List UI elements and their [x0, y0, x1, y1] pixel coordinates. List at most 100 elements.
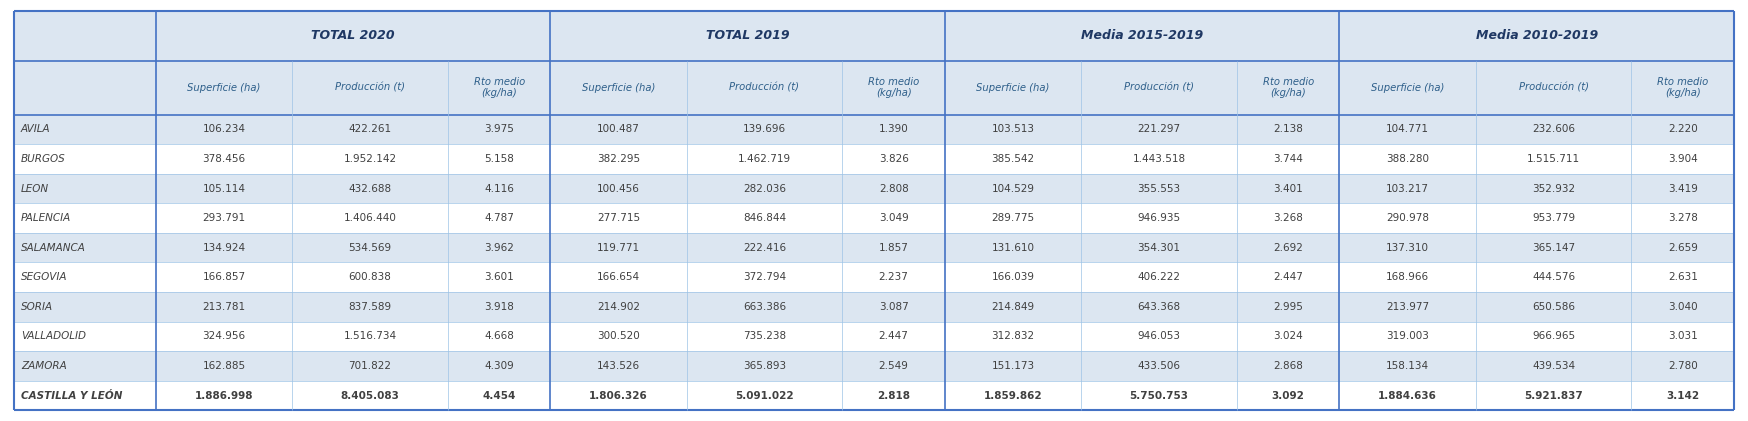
Text: 1.859.862: 1.859.862 [984, 391, 1042, 401]
Text: 1.390: 1.390 [879, 124, 909, 134]
Text: 837.589: 837.589 [348, 302, 392, 312]
Text: 643.368: 643.368 [1138, 302, 1180, 312]
Text: 3.975: 3.975 [484, 124, 514, 134]
Text: SALAMANCA: SALAMANCA [21, 242, 86, 253]
Text: 3.031: 3.031 [1668, 331, 1697, 341]
Text: 352.932: 352.932 [1531, 184, 1575, 194]
Text: 5.750.753: 5.750.753 [1129, 391, 1189, 401]
Text: 3.040: 3.040 [1668, 302, 1697, 312]
Text: 4.454: 4.454 [482, 391, 516, 401]
Text: 439.534: 439.534 [1531, 361, 1575, 371]
Text: 946.053: 946.053 [1138, 331, 1180, 341]
Text: 214.902: 214.902 [598, 302, 640, 312]
Text: 354.301: 354.301 [1138, 242, 1180, 253]
Text: 3.092: 3.092 [1273, 391, 1304, 401]
Text: 966.965: 966.965 [1531, 331, 1575, 341]
Text: Producción (t): Producción (t) [729, 83, 799, 93]
Text: SORIA: SORIA [21, 302, 52, 312]
Text: 2.868: 2.868 [1273, 361, 1302, 371]
Text: Rto medio
(kg/ha): Rto medio (kg/ha) [1657, 77, 1708, 99]
Text: 432.688: 432.688 [348, 184, 392, 194]
Text: 3.601: 3.601 [484, 272, 514, 282]
Text: 103.217: 103.217 [1386, 184, 1430, 194]
Text: Superficie (ha): Superficie (ha) [977, 83, 1051, 93]
Text: 213.781: 213.781 [203, 302, 245, 312]
Text: BURGOS: BURGOS [21, 154, 66, 164]
Text: 422.261: 422.261 [348, 124, 392, 134]
Text: 2.220: 2.220 [1668, 124, 1697, 134]
Text: 5.921.837: 5.921.837 [1524, 391, 1584, 401]
Text: 1.886.998: 1.886.998 [194, 391, 253, 401]
Text: ZAMORA: ZAMORA [21, 361, 66, 371]
Text: 3.744: 3.744 [1273, 154, 1302, 164]
Text: 5.091.022: 5.091.022 [736, 391, 794, 401]
Text: AVILA: AVILA [21, 124, 51, 134]
Text: 221.297: 221.297 [1138, 124, 1180, 134]
Text: 3.278: 3.278 [1668, 213, 1697, 223]
Text: LEON: LEON [21, 184, 49, 194]
Text: 139.696: 139.696 [743, 124, 787, 134]
Text: 1.857: 1.857 [879, 242, 909, 253]
Text: 4.309: 4.309 [484, 361, 514, 371]
Text: 2.780: 2.780 [1668, 361, 1697, 371]
Text: 355.553: 355.553 [1138, 184, 1180, 194]
Text: Rto medio
(kg/ha): Rto medio (kg/ha) [474, 77, 524, 99]
Text: 1.884.636: 1.884.636 [1377, 391, 1437, 401]
Text: 324.956: 324.956 [203, 331, 245, 341]
Text: Media 2010-2019: Media 2010-2019 [1475, 29, 1598, 42]
Text: 119.771: 119.771 [596, 242, 640, 253]
Text: 2.659: 2.659 [1668, 242, 1697, 253]
Text: 162.885: 162.885 [203, 361, 245, 371]
Text: 282.036: 282.036 [743, 184, 787, 194]
Text: Superficie (ha): Superficie (ha) [187, 83, 260, 93]
Text: 372.794: 372.794 [743, 272, 787, 282]
Text: 2.631: 2.631 [1668, 272, 1697, 282]
Text: 365.147: 365.147 [1531, 242, 1575, 253]
Bar [14, 322, 1734, 351]
Text: VALLADOLID: VALLADOLID [21, 331, 86, 341]
Text: 100.456: 100.456 [598, 184, 640, 194]
Text: 953.779: 953.779 [1531, 213, 1575, 223]
Text: 106.234: 106.234 [203, 124, 245, 134]
Text: 168.966: 168.966 [1386, 272, 1430, 282]
Text: TOTAL 2020: TOTAL 2020 [311, 29, 395, 42]
Text: 3.024: 3.024 [1273, 331, 1302, 341]
Text: 134.924: 134.924 [203, 242, 245, 253]
Text: 1.462.719: 1.462.719 [738, 154, 792, 164]
Text: 2.818: 2.818 [877, 391, 911, 401]
Text: 2.995: 2.995 [1273, 302, 1302, 312]
Text: 663.386: 663.386 [743, 302, 787, 312]
Text: 2.138: 2.138 [1273, 124, 1302, 134]
Text: CASTILLA Y LEÓN: CASTILLA Y LEÓN [21, 391, 122, 401]
Text: 4.668: 4.668 [484, 331, 514, 341]
Text: Producción (t): Producción (t) [1519, 83, 1589, 93]
Text: 213.977: 213.977 [1386, 302, 1430, 312]
Text: 4.787: 4.787 [484, 213, 514, 223]
Text: Media 2015-2019: Media 2015-2019 [1080, 29, 1203, 42]
Text: Producción (t): Producción (t) [1124, 83, 1194, 93]
Bar [14, 115, 1734, 144]
Text: 3.268: 3.268 [1273, 213, 1302, 223]
Text: 3.087: 3.087 [879, 302, 909, 312]
Bar [14, 351, 1734, 381]
Text: 846.844: 846.844 [743, 213, 787, 223]
Text: 151.173: 151.173 [991, 361, 1035, 371]
Text: 166.039: 166.039 [991, 272, 1035, 282]
Text: 1.806.326: 1.806.326 [589, 391, 649, 401]
Text: 312.832: 312.832 [991, 331, 1035, 341]
Text: PALENCIA: PALENCIA [21, 213, 72, 223]
Text: Rto medio
(kg/ha): Rto medio (kg/ha) [869, 77, 919, 99]
Text: 166.654: 166.654 [596, 272, 640, 282]
Text: Producción (t): Producción (t) [336, 83, 406, 93]
Text: 319.003: 319.003 [1386, 331, 1428, 341]
Text: 300.520: 300.520 [598, 331, 640, 341]
Text: 104.771: 104.771 [1386, 124, 1430, 134]
Text: 222.416: 222.416 [743, 242, 787, 253]
Text: 1.443.518: 1.443.518 [1133, 154, 1185, 164]
Text: 137.310: 137.310 [1386, 242, 1430, 253]
Text: 1.515.711: 1.515.711 [1528, 154, 1580, 164]
Text: 8.405.083: 8.405.083 [341, 391, 399, 401]
Text: 293.791: 293.791 [203, 213, 245, 223]
Text: 2.808: 2.808 [879, 184, 909, 194]
Text: 3.918: 3.918 [484, 302, 514, 312]
